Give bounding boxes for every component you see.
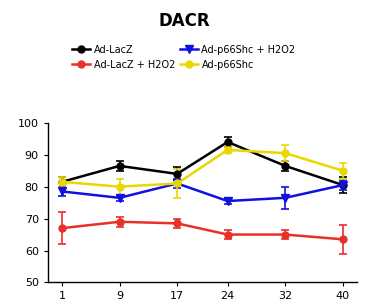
Text: DACR: DACR bbox=[158, 12, 210, 30]
Legend: Ad-LacZ, Ad-LacZ + H2O2, Ad-p66Shc + H2O2, Ad-p66Shc: Ad-LacZ, Ad-LacZ + H2O2, Ad-p66Shc + H2O… bbox=[72, 45, 296, 70]
